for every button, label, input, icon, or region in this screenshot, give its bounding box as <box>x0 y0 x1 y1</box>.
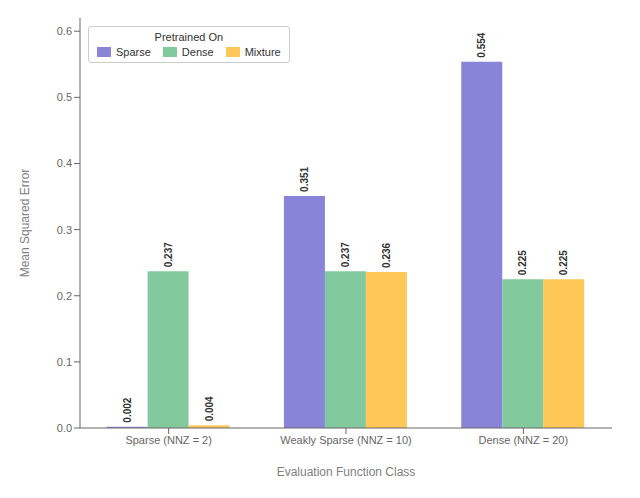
svg-text:Sparse (NNZ = 2): Sparse (NNZ = 2) <box>125 434 212 446</box>
svg-text:0.554: 0.554 <box>476 32 487 57</box>
svg-text:0.5: 0.5 <box>57 91 72 103</box>
svg-text:Weakly Sparse (NNZ = 10): Weakly Sparse (NNZ = 10) <box>280 434 412 446</box>
svg-text:0.237: 0.237 <box>340 242 351 267</box>
svg-text:0.0: 0.0 <box>57 422 72 434</box>
svg-text:0.2: 0.2 <box>57 290 72 302</box>
html-text:Pretrained On: Pretrained On <box>154 31 224 43</box>
svg-text:0.237: 0.237 <box>163 242 174 267</box>
svg-text:0.6: 0.6 <box>57 25 72 37</box>
svg-text:0.004: 0.004 <box>204 396 215 421</box>
svg-text:0.225: 0.225 <box>558 250 569 275</box>
svg-text:0.1: 0.1 <box>57 356 72 368</box>
svg-text:Mean Squared Error: Mean Squared Error <box>18 169 32 278</box>
svg-text:0.351: 0.351 <box>299 166 310 191</box>
svg-text:0.225: 0.225 <box>517 250 528 275</box>
html-text:Sparse: Sparse <box>116 46 151 58</box>
svg-text:0.4: 0.4 <box>57 157 72 169</box>
svg-text:Evaluation Function Class: Evaluation Function Class <box>277 465 416 479</box>
svg-text:0.002: 0.002 <box>122 397 133 422</box>
html-text:Dense: Dense <box>181 46 214 58</box>
svg-text:Dense (NNZ = 20): Dense (NNZ = 20) <box>479 434 569 446</box>
html-text:Mixture: Mixture <box>244 46 281 58</box>
svg-text:0.3: 0.3 <box>57 224 72 236</box>
svg-text:0.236: 0.236 <box>381 242 392 267</box>
